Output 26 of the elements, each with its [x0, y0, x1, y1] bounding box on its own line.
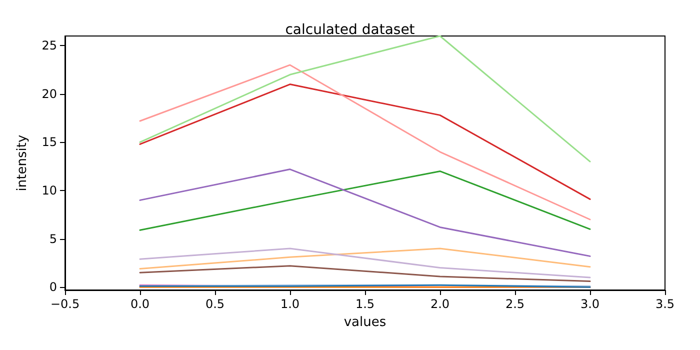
y-tick-label: 25	[42, 38, 57, 53]
line-series	[139, 248, 591, 270]
x-tick-label: 3.5	[655, 297, 675, 311]
x-tick-label: 2.5	[505, 297, 525, 311]
x-axis-title: values	[344, 315, 386, 330]
x-tick-label: 3.0	[580, 297, 600, 311]
y-tick-label: 0	[49, 280, 57, 294]
line-series	[139, 84, 591, 200]
line-series	[139, 265, 591, 282]
y-tick-label: 10	[42, 184, 57, 198]
chart-title: calculated dataset	[285, 22, 416, 38]
x-tick-label: 1.5	[355, 297, 375, 311]
y-tick-label: 15	[42, 135, 57, 150]
line-series	[139, 168, 591, 257]
line-series	[139, 170, 591, 231]
x-tick-label: 2.0	[430, 297, 450, 311]
x-tick-label: 0.5	[205, 297, 225, 311]
y-tick-label: 5	[49, 232, 57, 246]
line-series	[139, 248, 591, 278]
x-tick-label: −0.5	[50, 297, 80, 311]
line-series	[139, 64, 591, 220]
x-tick-label: 1.0	[280, 297, 300, 311]
y-axis-title: intensity	[15, 134, 30, 192]
x-tick-label: 0.0	[130, 297, 150, 311]
y-tick-label: 20	[42, 86, 57, 101]
line-series	[139, 35, 591, 162]
